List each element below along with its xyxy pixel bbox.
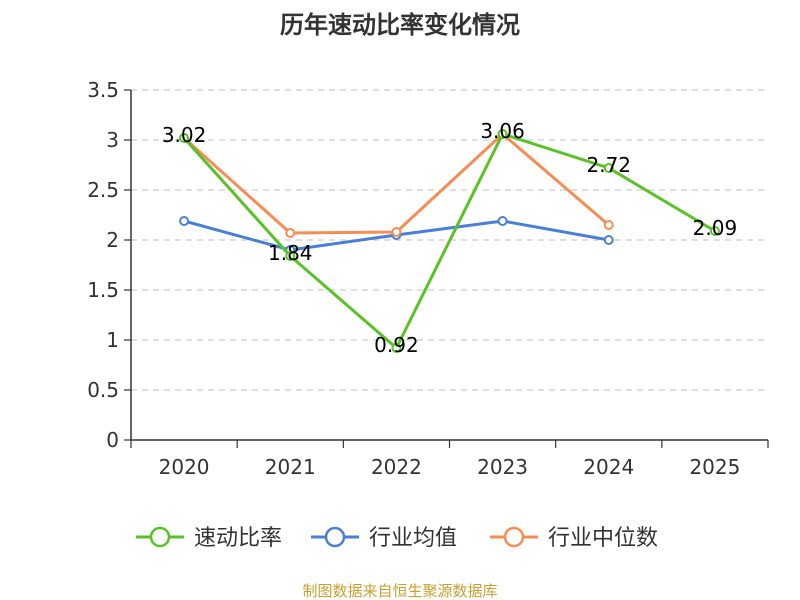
data-label: 0.92 <box>374 333 419 357</box>
data-labels: 3.02 1.84 0.92 3.06 2.72 2.09 <box>162 119 737 357</box>
legend-item-3[interactable]: 行业中位数 <box>490 526 658 551</box>
y-tick-label: 3.5 <box>87 78 119 102</box>
legend-label: 速动比率 <box>194 526 282 551</box>
data-point[interactable] <box>603 220 614 230</box>
data-point[interactable] <box>179 216 190 226</box>
y-tick-label: 1 <box>106 328 119 352</box>
data-point[interactable] <box>603 163 614 173</box>
data-label: 3.02 <box>162 123 207 147</box>
y-tick-label: 1.5 <box>87 278 119 302</box>
x-tick-label: 2022 <box>371 455 422 479</box>
data-label: 2.72 <box>586 153 631 177</box>
legend-item-2[interactable]: 行业均值 <box>311 526 457 551</box>
series-layer <box>179 129 720 353</box>
data-label: 2.09 <box>693 216 738 240</box>
legend[interactable]: 速动比率 行业均值 行业中位数 <box>136 526 658 551</box>
legend-label: 行业中位数 <box>548 526 658 551</box>
x-tick-label: 2024 <box>583 455 634 479</box>
legend-marker <box>149 526 171 548</box>
y-tick-label: 3 <box>106 128 119 152</box>
y-tick-label: 0 <box>106 428 119 452</box>
x-tick-label: 2021 <box>265 455 316 479</box>
data-label: 3.06 <box>480 119 525 143</box>
grid <box>131 89 768 391</box>
legend-marker <box>503 526 525 548</box>
y-tick-label: 2.5 <box>87 178 119 202</box>
y-tick-label: 0.5 <box>87 378 119 402</box>
x-tick-label: 2020 <box>159 455 210 479</box>
data-point[interactable] <box>709 226 720 236</box>
x-tick-label: 2025 <box>689 455 740 479</box>
data-point[interactable] <box>391 343 402 353</box>
legend-label: 行业均值 <box>369 526 457 551</box>
source-note: 制图数据来自恒生聚源数据库 <box>302 582 497 600</box>
x-tick-label: 2023 <box>477 455 528 479</box>
data-point[interactable] <box>497 129 508 139</box>
data-point[interactable] <box>497 216 508 226</box>
chart-title: 历年速动比率变化情况 <box>280 11 520 39</box>
axes: 0 0.5 1 1.5 2 2.5 3 3.5 2020 2021 2022 2023 2024 2025 <box>87 78 769 479</box>
data-label: 1.84 <box>268 241 313 265</box>
legend-item-1[interactable]: 速动比率 <box>136 526 282 551</box>
data-point[interactable] <box>285 251 296 261</box>
data-point[interactable] <box>285 228 296 238</box>
y-tick-label: 2 <box>106 228 119 252</box>
data-point[interactable] <box>603 235 614 245</box>
data-point[interactable] <box>391 227 402 237</box>
legend-marker <box>324 526 346 548</box>
series-line-1 <box>182 132 716 350</box>
data-point[interactable] <box>179 133 190 143</box>
